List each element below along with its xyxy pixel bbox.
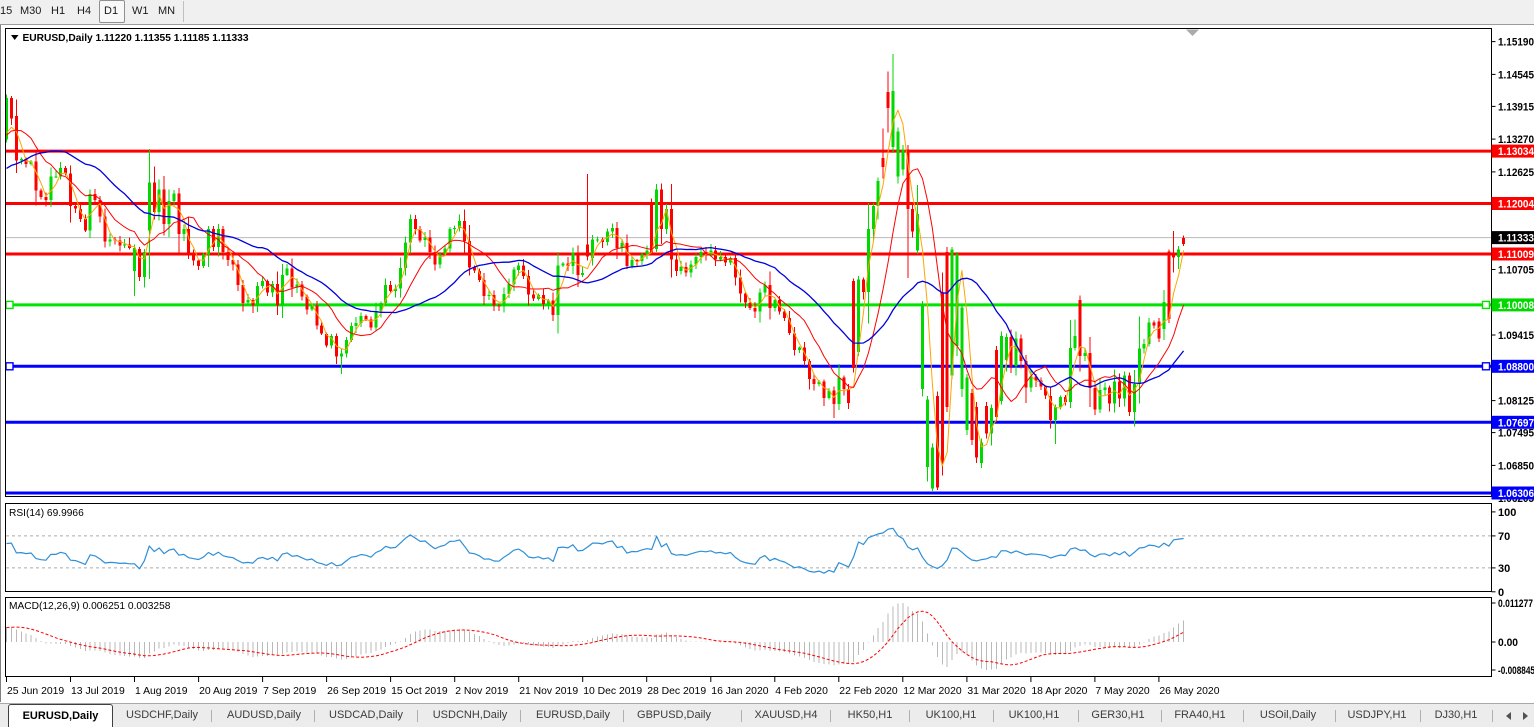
svg-text:1.07697: 1.07697 [1498, 417, 1534, 429]
svg-text:1.11333: 1.11333 [1498, 233, 1534, 245]
svg-text:70: 70 [1498, 531, 1510, 543]
svg-text:26 Sep 2019: 26 Sep 2019 [327, 686, 386, 697]
svg-text:-0.008845: -0.008845 [1498, 665, 1534, 677]
svg-text:18 Apr 2020: 18 Apr 2020 [1031, 686, 1087, 697]
svg-text:1.10008: 1.10008 [1498, 300, 1534, 312]
svg-text:1 Aug 2019: 1 Aug 2019 [135, 686, 188, 697]
svg-text:7 May 2020: 7 May 2020 [1095, 686, 1150, 697]
svg-text:0.00: 0.00 [1498, 637, 1518, 649]
svg-text:20 Aug 2019: 20 Aug 2019 [199, 686, 258, 697]
svg-text:31 Mar 2020: 31 Mar 2020 [967, 686, 1026, 697]
svg-text:EURUSD,Daily 1.11220 1.11355: EURUSD,Daily 1.11220 1.11355 1.11185 1.1… [23, 33, 249, 44]
svg-text:1.13270: 1.13270 [1498, 134, 1534, 146]
svg-text:1.08800: 1.08800 [1498, 361, 1534, 373]
svg-text:10 Dec 2019: 10 Dec 2019 [583, 686, 642, 697]
svg-text:15 Oct 2019: 15 Oct 2019 [391, 686, 448, 697]
svg-text:0.011277: 0.011277 [1498, 598, 1533, 610]
svg-text:1.11009: 1.11009 [1498, 249, 1534, 261]
svg-text:1.10705: 1.10705 [1498, 265, 1534, 277]
svg-text:26 May 2020: 26 May 2020 [1159, 686, 1219, 697]
svg-text:12 Mar 2020: 12 Mar 2020 [903, 686, 962, 697]
svg-text:30: 30 [1498, 563, 1510, 575]
svg-text:RSI(14) 69.9966: RSI(14) 69.9966 [9, 508, 84, 519]
svg-text:1.09415: 1.09415 [1498, 330, 1534, 342]
svg-text:1.14545: 1.14545 [1498, 69, 1534, 81]
svg-text:1.13034: 1.13034 [1498, 146, 1534, 158]
svg-text:MACD(12,26,9) 0.006251 0.00325: MACD(12,26,9) 0.006251 0.003258 [9, 601, 171, 612]
svg-text:25 Jun 2019: 25 Jun 2019 [7, 686, 64, 697]
svg-text:1.07495: 1.07495 [1498, 428, 1534, 440]
svg-text:22 Feb 2020: 22 Feb 2020 [839, 686, 898, 697]
svg-text:100: 100 [1498, 507, 1516, 519]
svg-text:1.13915: 1.13915 [1498, 101, 1534, 113]
svg-text:21 Nov 2019: 21 Nov 2019 [519, 686, 578, 697]
svg-text:0: 0 [1498, 587, 1504, 599]
svg-text:28 Dec 2019: 28 Dec 2019 [647, 686, 706, 697]
svg-text:4 Feb 2020: 4 Feb 2020 [775, 686, 828, 697]
svg-text:1.08125: 1.08125 [1498, 396, 1534, 408]
svg-text:16 Jan 2020: 16 Jan 2020 [711, 686, 768, 697]
svg-text:1.12004: 1.12004 [1498, 199, 1534, 211]
svg-text:2 Nov 2019: 2 Nov 2019 [455, 686, 508, 697]
svg-text:1.06306: 1.06306 [1498, 488, 1534, 500]
svg-text:13 Jul 2019: 13 Jul 2019 [71, 686, 125, 697]
svg-text:1.12625: 1.12625 [1498, 167, 1534, 179]
svg-text:1.06850: 1.06850 [1498, 460, 1534, 472]
svg-text:7 Sep 2019: 7 Sep 2019 [263, 686, 316, 697]
svg-text:1.15190: 1.15190 [1498, 37, 1534, 49]
